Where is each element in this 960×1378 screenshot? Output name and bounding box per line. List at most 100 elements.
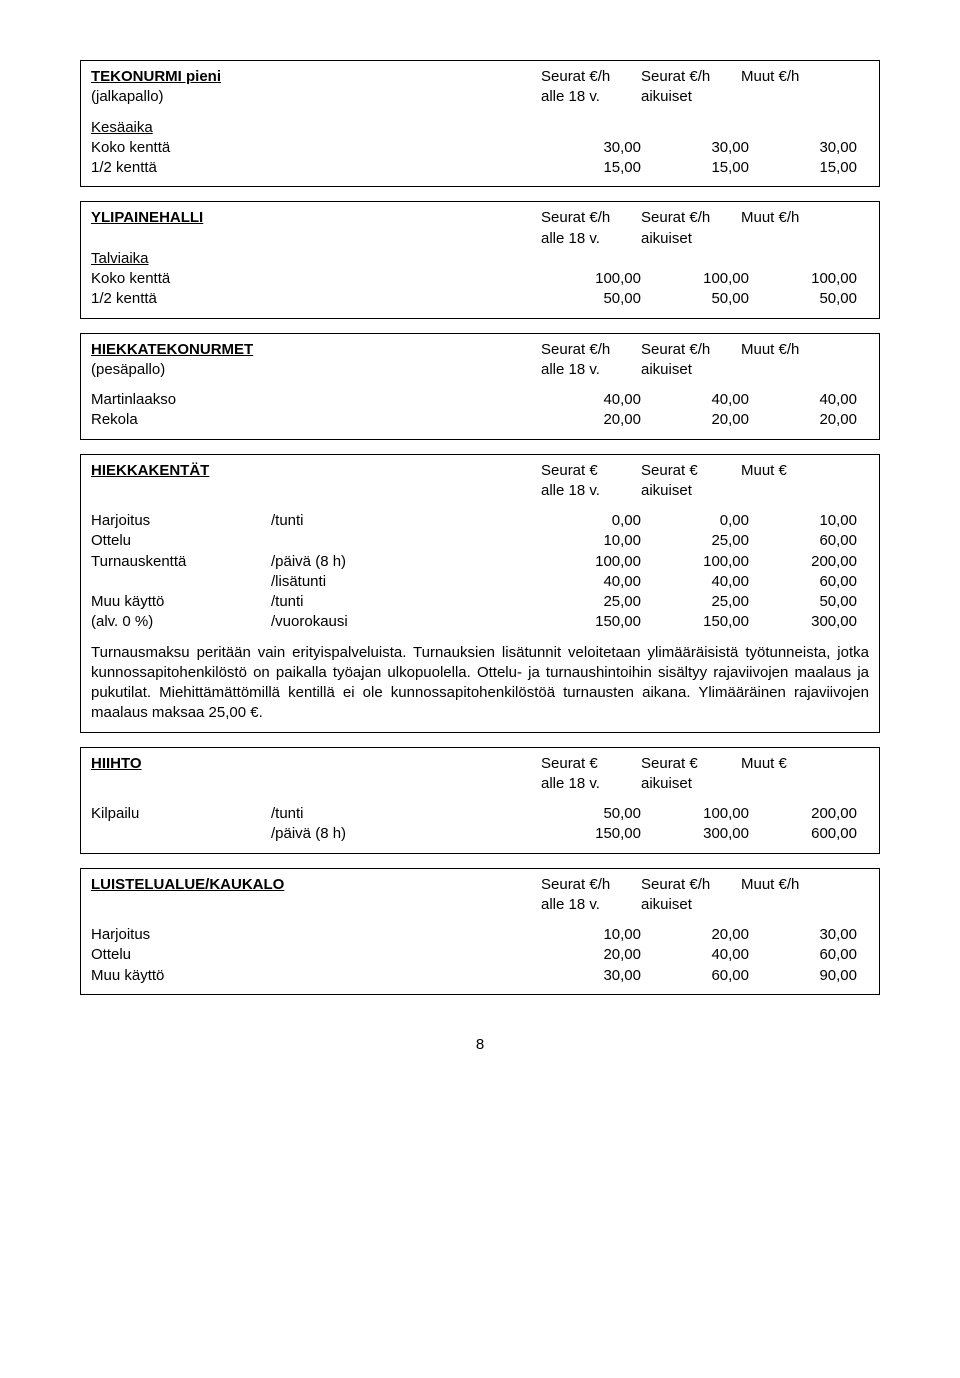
hdr: Muut € xyxy=(741,754,841,774)
hdr: aikuiset xyxy=(641,774,741,794)
hdr: Seurat €/h xyxy=(541,67,641,87)
cell: 200,00 xyxy=(757,804,865,824)
row-label: Rekola xyxy=(91,410,421,430)
hdr: Seurat €/h xyxy=(541,875,641,895)
title: HIIHTO xyxy=(91,755,142,772)
section-tekonurmi: TEKONURMI pieni Seurat €/h Seurat €/h Mu… xyxy=(80,60,880,187)
cell: 40,00 xyxy=(541,572,649,592)
cell: 300,00 xyxy=(649,824,757,844)
cell: 20,00 xyxy=(541,410,649,430)
unit xyxy=(271,531,541,551)
cell: 40,00 xyxy=(649,390,757,410)
hdr: Muut €/h xyxy=(741,67,841,87)
row-label: Harjoitus xyxy=(91,511,271,531)
hdr: Muut €/h xyxy=(741,208,841,228)
cell: 150,00 xyxy=(541,824,649,844)
cell: 0,00 xyxy=(541,511,649,531)
title: LUISTELUALUE/KAUKALO xyxy=(91,876,284,893)
section-luistelualue: LUISTELUALUE/KAUKALO Seurat €/h Seurat €… xyxy=(80,868,880,995)
section-hiekkatekonurmet: HIEKKATEKONURMET Seurat €/h Seurat €/h M… xyxy=(80,333,880,440)
cell: 60,00 xyxy=(757,531,865,551)
cell: 50,00 xyxy=(757,289,865,309)
hdr: alle 18 v. xyxy=(541,87,641,107)
hdr: Seurat €/h xyxy=(641,340,741,360)
cell: 30,00 xyxy=(541,966,649,986)
cell: 50,00 xyxy=(541,804,649,824)
hdr: Seurat € xyxy=(641,461,741,481)
cell: 40,00 xyxy=(757,390,865,410)
unit: /päivä (8 h) xyxy=(271,552,541,572)
section-hiihto: HIIHTO Seurat € Seurat € Muut € alle 18 … xyxy=(80,747,880,854)
hdr: alle 18 v. xyxy=(541,895,641,915)
subtitle: (pesäpallo) xyxy=(91,360,421,380)
cell: 30,00 xyxy=(757,925,865,945)
title: YLIPAINEHALLI xyxy=(91,209,203,226)
cell: 60,00 xyxy=(757,945,865,965)
cell: 15,00 xyxy=(649,158,757,178)
row-label: Turnauskenttä xyxy=(91,552,271,572)
title: HIEKKATEKONURMET xyxy=(91,341,253,358)
cell: 20,00 xyxy=(649,410,757,430)
cell: 40,00 xyxy=(541,390,649,410)
title: HIEKKAKENTÄT xyxy=(91,462,209,479)
unit: /vuorokausi xyxy=(271,612,541,632)
row-label xyxy=(91,824,271,844)
subtitle: (jalkapallo) xyxy=(91,87,421,107)
row-label: 1/2 kenttä xyxy=(91,289,421,309)
hdr: Seurat €/h xyxy=(541,340,641,360)
hdr: Seurat € xyxy=(541,754,641,774)
cell: 100,00 xyxy=(649,269,757,289)
cell: 100,00 xyxy=(541,552,649,572)
title: TEKONURMI pieni xyxy=(91,68,221,85)
category: Talviaika xyxy=(91,249,421,269)
cell: 25,00 xyxy=(541,592,649,612)
hdr: alle 18 v. xyxy=(541,229,641,249)
cell: 150,00 xyxy=(541,612,649,632)
hdr: alle 18 v. xyxy=(541,774,641,794)
hdr: Muut €/h xyxy=(741,875,841,895)
cell: 50,00 xyxy=(541,289,649,309)
row-label: 1/2 kenttä xyxy=(91,158,421,178)
cell: 20,00 xyxy=(541,945,649,965)
hdr: alle 18 v. xyxy=(541,360,641,380)
cell: 600,00 xyxy=(757,824,865,844)
cell: 40,00 xyxy=(649,572,757,592)
cell: 15,00 xyxy=(541,158,649,178)
hdr: Seurat €/h xyxy=(641,67,741,87)
row-label: Kilpailu xyxy=(91,804,271,824)
cell: 30,00 xyxy=(649,138,757,158)
cell: 15,00 xyxy=(757,158,865,178)
cell: 60,00 xyxy=(649,966,757,986)
cell: 10,00 xyxy=(541,531,649,551)
hdr: Seurat €/h xyxy=(641,208,741,228)
row-label: Harjoitus xyxy=(91,925,421,945)
cell: 300,00 xyxy=(757,612,865,632)
row-label: (alv. 0 %) xyxy=(91,612,271,632)
section-hiekkakentat: HIEKKAKENTÄT Seurat € Seurat € Muut € al… xyxy=(80,454,880,733)
row-label: Muu käyttö xyxy=(91,966,421,986)
cell: 30,00 xyxy=(757,138,865,158)
row-label: Koko kenttä xyxy=(91,138,421,158)
cell: 20,00 xyxy=(649,925,757,945)
row-label: Ottelu xyxy=(91,531,271,551)
hdr: Seurat €/h xyxy=(541,208,641,228)
cell: 100,00 xyxy=(649,552,757,572)
row-label: Martinlaakso xyxy=(91,390,421,410)
cell: 10,00 xyxy=(541,925,649,945)
hdr: Muut € xyxy=(741,461,841,481)
hdr: Seurat € xyxy=(541,461,641,481)
cell: 50,00 xyxy=(649,289,757,309)
cell: 100,00 xyxy=(541,269,649,289)
hdr: alle 18 v. xyxy=(541,481,641,501)
cell: 60,00 xyxy=(757,572,865,592)
unit: /tunti xyxy=(271,804,541,824)
cell: 200,00 xyxy=(757,552,865,572)
cell: 100,00 xyxy=(649,804,757,824)
row-label: Muu käyttö xyxy=(91,592,271,612)
hdr: aikuiset xyxy=(641,895,741,915)
hdr: Seurat € xyxy=(641,754,741,774)
hdr: Seurat €/h xyxy=(641,875,741,895)
unit: /tunti xyxy=(271,592,541,612)
unit: /päivä (8 h) xyxy=(271,824,541,844)
cell: 90,00 xyxy=(757,966,865,986)
